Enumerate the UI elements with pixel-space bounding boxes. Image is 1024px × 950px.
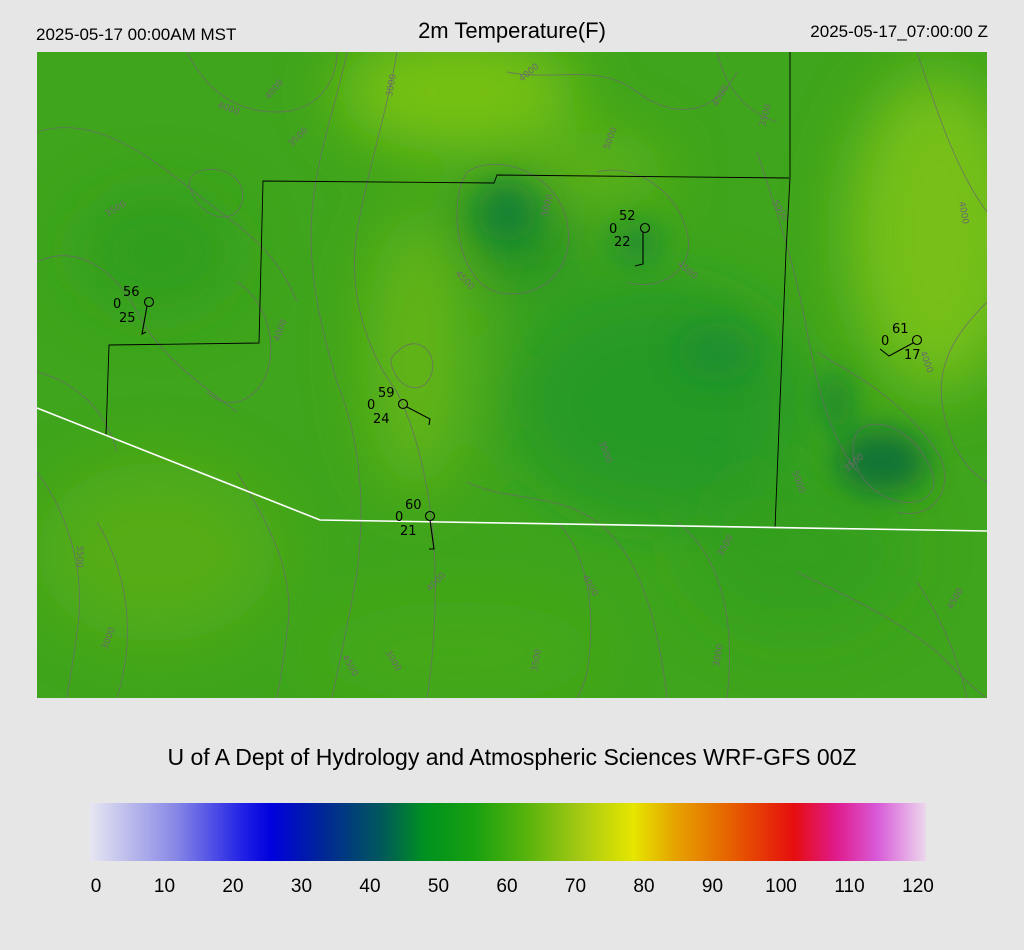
local-time: 2025-05-17 00:00AM MST (36, 25, 237, 44)
colorbar-tick-label: 70 (564, 876, 587, 897)
station-dew: 17 (904, 348, 921, 363)
station-dew: 25 (119, 311, 136, 326)
station-marker: 56 0 25 (113, 285, 155, 335)
colorbar-tick-label: 60 (496, 876, 518, 897)
station-marker: 60 0 21 (395, 498, 436, 550)
station-marker: 61 0 17 (879, 322, 923, 363)
colorbar-tick-label: 120 (902, 876, 934, 897)
station-plot: 56 0 25 52 0 22 61 0 17 59 (113, 209, 923, 550)
station-temp: 60 (405, 498, 422, 513)
temperature-colorbar (90, 803, 926, 861)
colorbar-tick-label: 110 (834, 876, 865, 897)
credit-line: U of A Dept of Hydrology and Atmospheric… (167, 744, 857, 770)
station-wind: 0 (609, 222, 617, 237)
colorbar-tick-label: 10 (153, 876, 176, 897)
station-temp: 59 (378, 386, 395, 401)
contour-label: 3500 (74, 545, 84, 568)
station-wind: 0 (367, 398, 375, 413)
chart-title: 2m Temperature(F) (418, 18, 606, 43)
station-temp: 52 (619, 209, 636, 224)
contour-label: 3000 (712, 643, 726, 668)
colorbar-tick-label: 80 (633, 876, 655, 897)
station-marker: 59 0 24 (367, 386, 431, 427)
colorbar-tick-label: 40 (359, 876, 381, 897)
colorbar-tick-label: 30 (290, 876, 313, 897)
colorbar-tick-label: 0 (90, 876, 102, 897)
station-wind: 0 (113, 297, 121, 312)
station-wind: 0 (881, 334, 889, 349)
elevation-contours (37, 52, 987, 698)
colorbar-tick-label: 20 (222, 876, 244, 897)
station-temp: 56 (123, 285, 140, 300)
county-borders (105, 52, 791, 529)
utc-time: 2025-05-17_07:00:00 Z (810, 22, 988, 41)
state-border (37, 407, 987, 532)
station-temp: 61 (892, 322, 909, 337)
contour-label: 4000 (956, 201, 970, 226)
station-wind: 0 (395, 510, 403, 525)
temperature-field (37, 52, 987, 698)
contour-label: 3000 (385, 73, 399, 98)
colorbar-tick-label: 50 (427, 876, 450, 897)
station-dew: 22 (614, 235, 631, 250)
station-dew: 24 (373, 412, 390, 427)
temperature-map: 4000 4000 3000 3500 3500 4000 4500 5000 … (37, 52, 987, 698)
station-marker: 52 0 22 (609, 209, 651, 267)
station-dew: 21 (400, 524, 417, 539)
colorbar-tick-label: 90 (701, 876, 724, 897)
colorbar-tick-label: 100 (765, 876, 797, 897)
contour-label: 3500 (530, 648, 544, 673)
